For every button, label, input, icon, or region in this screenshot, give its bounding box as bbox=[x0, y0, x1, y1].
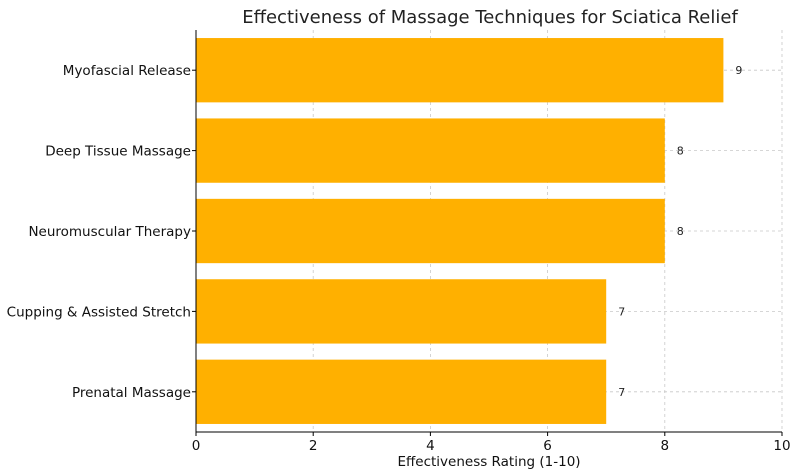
x-tick-label: 0 bbox=[192, 438, 201, 454]
bar-value-label: 8 bbox=[677, 225, 684, 238]
bar-value-label: 7 bbox=[618, 305, 625, 318]
x-tick-label: 10 bbox=[773, 438, 790, 454]
bar bbox=[196, 38, 724, 103]
bar-value-label: 7 bbox=[618, 386, 625, 399]
bar-value-label: 9 bbox=[735, 64, 742, 77]
data-labels: 9 8 8 7 7 bbox=[618, 64, 742, 399]
bar bbox=[196, 279, 607, 344]
bars bbox=[196, 38, 724, 424]
x-tick-label: 6 bbox=[543, 438, 552, 454]
bar bbox=[196, 359, 607, 424]
x-axis-label: Effectiveness Rating (1-10) bbox=[397, 454, 580, 470]
y-tick-label: Deep Tissue Massage bbox=[45, 144, 191, 160]
bar-value-label: 8 bbox=[677, 145, 684, 158]
y-axis-ticks: Myofascial Release Deep Tissue Massage Neu… bbox=[7, 63, 196, 401]
x-tick-label: 8 bbox=[661, 438, 670, 454]
y-tick-label: Cupping & Assisted Stretch bbox=[7, 304, 191, 320]
bar bbox=[196, 198, 665, 264]
bar bbox=[196, 118, 665, 183]
y-tick-label: Myofascial Release bbox=[63, 63, 191, 79]
x-tick-label: 2 bbox=[309, 438, 318, 454]
y-tick-label: Prenatal Massage bbox=[72, 385, 191, 401]
x-tick-label: 4 bbox=[426, 438, 435, 454]
x-axis-ticks: 0 2 4 6 8 10 bbox=[192, 432, 791, 454]
y-tick-label: Neuromuscular Therapy bbox=[28, 224, 191, 240]
chart-title: Effectiveness of Massage Techniques for … bbox=[242, 7, 738, 28]
